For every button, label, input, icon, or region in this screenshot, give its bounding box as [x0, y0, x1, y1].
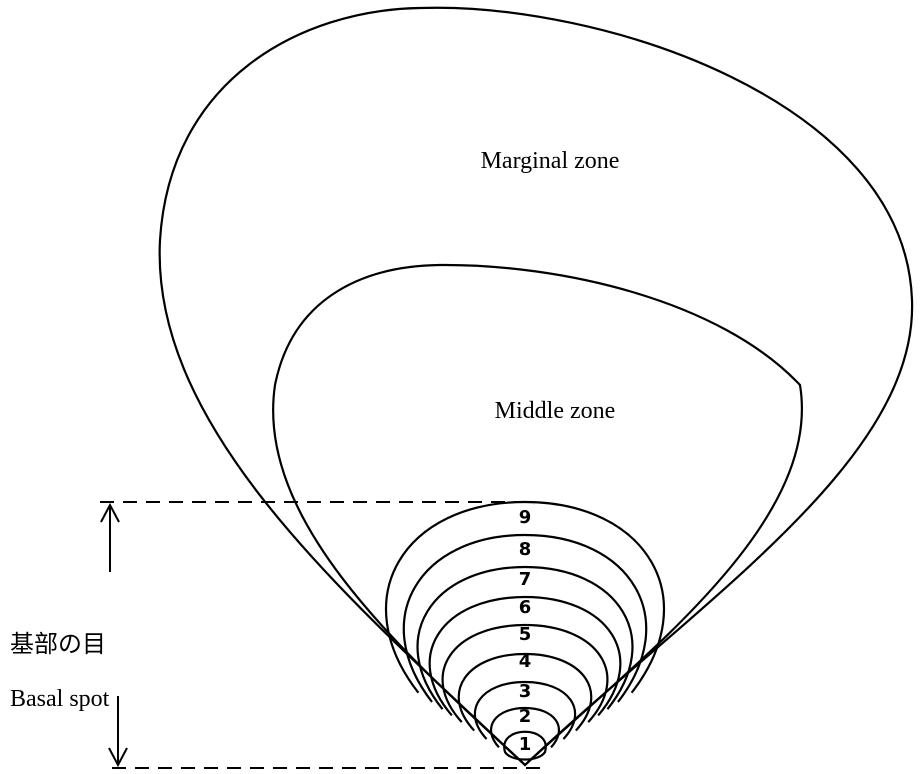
ring-number: 6 [519, 597, 532, 618]
growth-ring [404, 535, 646, 702]
middle-zone-label: Middle zone [495, 398, 616, 424]
rings: 1 2 3 4 5 6 7 8 9 [386, 502, 664, 760]
basal-spot-ja-label: 基部の目 [10, 631, 106, 658]
page: 1 2 3 4 5 6 7 8 9 Marginal zone Middle zone 基部の目… [0, 0, 921, 774]
upper-arrow [101, 505, 119, 572]
ring-number: 3 [519, 681, 532, 702]
ring-number: 7 [519, 569, 532, 590]
ring-number: 9 [519, 507, 532, 528]
basal-spot-label: Basal spot [10, 686, 110, 712]
lower-arrow [109, 696, 127, 765]
ring-number: 5 [519, 624, 532, 645]
marginal-zone-label: Marginal zone [481, 148, 620, 174]
ring-number: 2 [519, 706, 532, 727]
ring-number: 4 [519, 651, 532, 672]
ring-number: 1 [519, 734, 532, 755]
middle-outline [273, 265, 802, 765]
ring-number: 8 [519, 539, 532, 560]
fish-scale-diagram: 1 2 3 4 5 6 7 8 9 Marginal zone Middle zone 基部の目… [0, 0, 921, 774]
